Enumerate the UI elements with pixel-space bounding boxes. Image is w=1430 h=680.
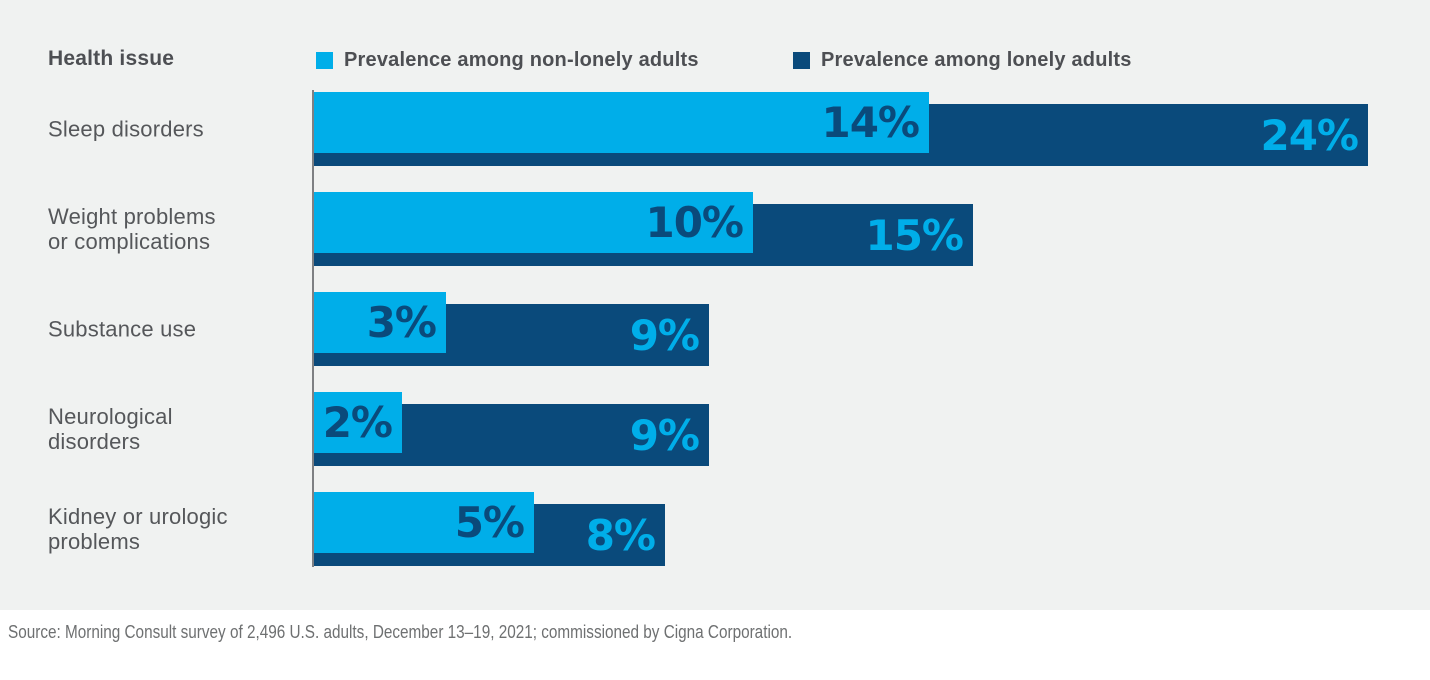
bar-value-non-lonely: 5% <box>454 498 525 547</box>
axis-title: Health issue <box>48 47 175 70</box>
bar-value-non-lonely: 2% <box>322 398 393 447</box>
legend-swatch-lonely-icon <box>793 52 810 69</box>
bar-non-lonely: 10% <box>314 192 753 253</box>
bar-value-lonely: 24% <box>1260 110 1359 160</box>
source-note: Source: Morning Consult survey of 2,496 … <box>8 622 793 642</box>
legend-swatch-non-lonely-icon <box>316 52 333 69</box>
bar-value-lonely: 9% <box>629 310 700 360</box>
legend-label-lonely: Prevalence among lonely adults <box>821 49 1132 71</box>
bar-non-lonely: 5% <box>314 492 534 553</box>
bar-value-lonely: 9% <box>629 410 700 460</box>
category-label: Kidney or urologic problems <box>48 504 228 554</box>
legend-label-non-lonely: Prevalence among non-lonely adults <box>344 49 699 71</box>
bar-non-lonely: 14% <box>314 92 929 153</box>
category-label: Weight problems or complications <box>48 204 216 254</box>
category-label: Sleep disorders <box>48 116 204 142</box>
bar-non-lonely: 2% <box>314 392 402 453</box>
bar-value-lonely: 8% <box>585 510 656 560</box>
category-label: Neurological disorders <box>48 404 173 454</box>
category-label: Substance use <box>48 316 197 342</box>
legend-item-non-lonely: Prevalence among non-lonely adults <box>316 49 699 72</box>
bar-value-non-lonely: 14% <box>821 98 920 147</box>
bar-value-non-lonely: 10% <box>645 198 744 247</box>
y-axis-line <box>312 90 314 567</box>
legend: Prevalence among non-lonely adults Preva… <box>0 0 1430 80</box>
legend-item-lonely: Prevalence among lonely adults <box>793 49 1132 72</box>
bar-value-lonely: 15% <box>865 210 964 260</box>
bar-value-non-lonely: 3% <box>366 298 437 347</box>
bar-non-lonely: 3% <box>314 292 446 353</box>
